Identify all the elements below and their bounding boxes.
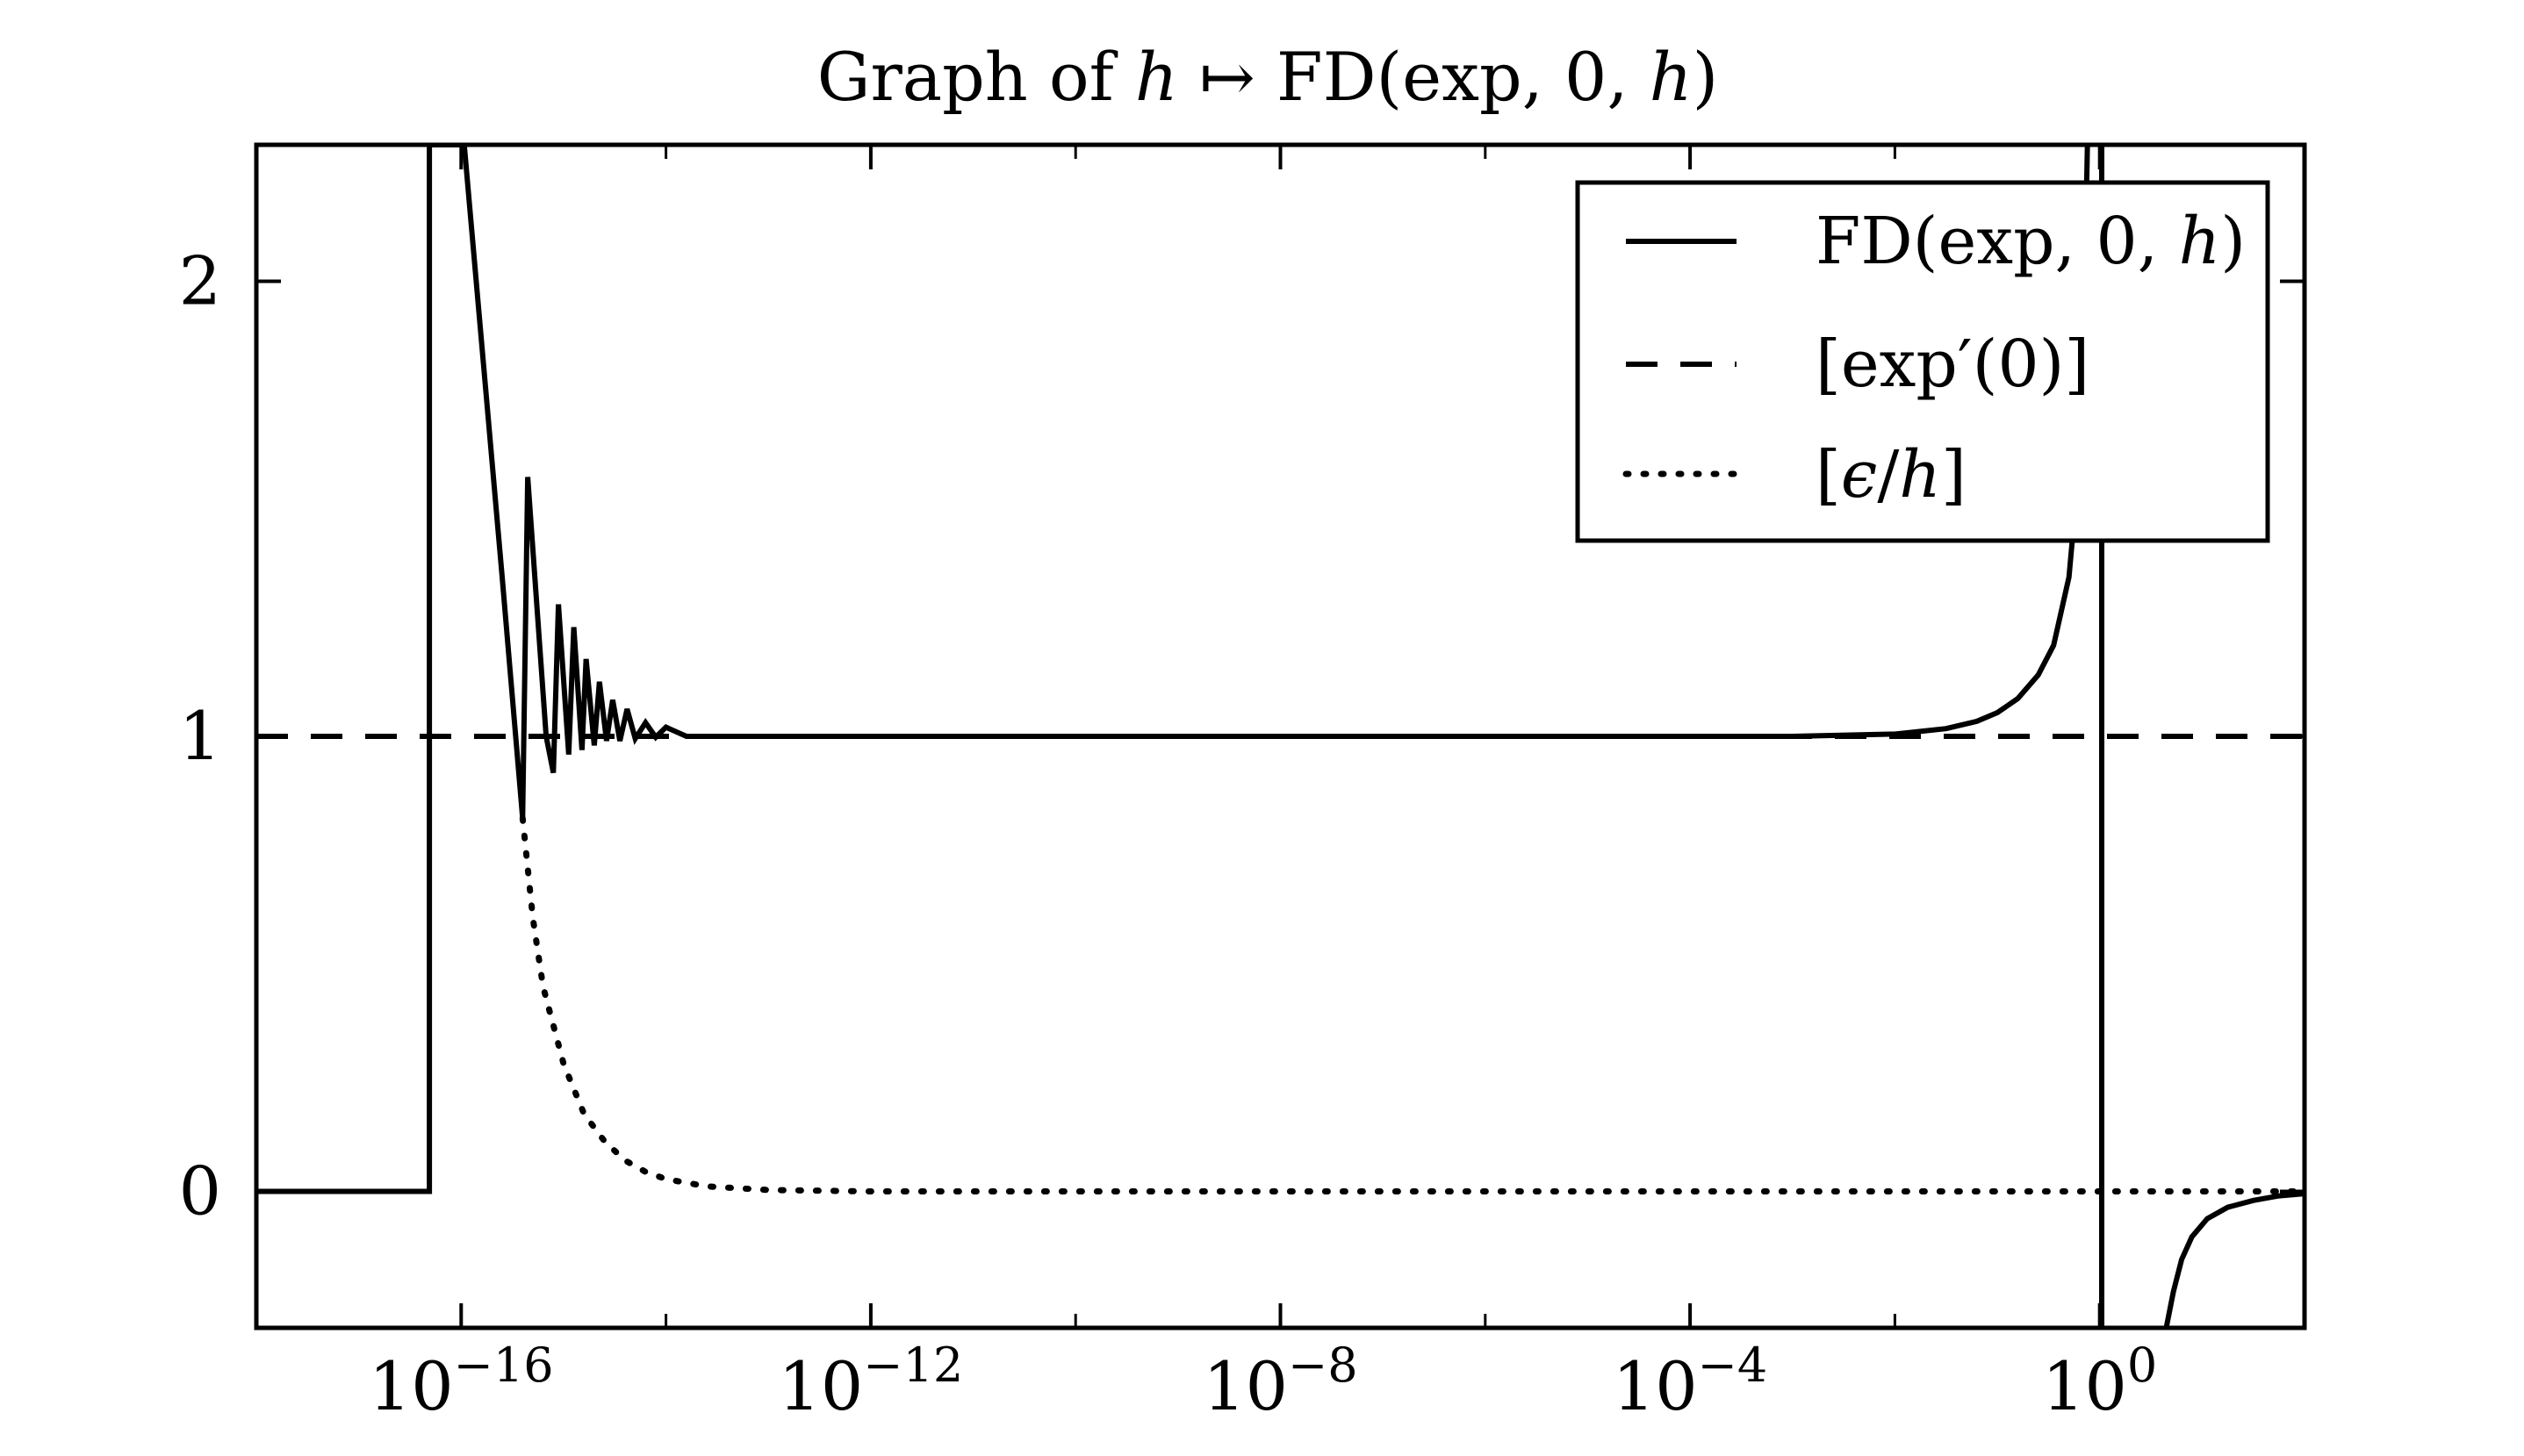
x-tick-label: 10−4: [1613, 1338, 1767, 1425]
chart-title-var: h: [1135, 38, 1178, 116]
tick-layer: 10−16 10−12 10−8 10−4 100 0 1 2: [179, 145, 2305, 1425]
legend-label-fd: FD(exp, 0, h): [1816, 204, 2246, 279]
x-tick-label: 10−8: [1203, 1338, 1357, 1425]
chart-title-arrow: ↦: [1178, 38, 1276, 116]
series-eps-over-h-line: [519, 814, 2305, 1194]
legend-label-derivative: [exp′(0)]: [1816, 326, 2089, 402]
y-tick-label: 2: [179, 242, 221, 320]
chart-title-close: ): [1693, 38, 1719, 116]
x-tick-label: 10−12: [779, 1338, 964, 1425]
plot-frame: [254, 142, 2307, 1330]
chart-title: Graph of h ↦ FD(exp, 0, h): [817, 38, 1719, 116]
legend-label-eps: [ϵ/h]: [1816, 437, 1967, 513]
y-tick-label: 1: [179, 697, 221, 775]
x-tick-label: 10−16: [369, 1338, 554, 1425]
series-fd-line: [256, 145, 2090, 1194]
legend: FD(exp, 0, h) [exp′(0)] [ϵ/h]: [1575, 180, 2270, 543]
chart-title-prefix: Graph of: [817, 38, 1135, 116]
chart-title-func: FD(exp, 0,: [1276, 38, 1650, 116]
series-fd-segment-1: [2163, 1191, 2305, 1328]
x-tick-label: 100: [2042, 1338, 2157, 1425]
chart-title-var2: h: [1650, 38, 1693, 116]
y-tick-label: 0: [179, 1151, 221, 1230]
